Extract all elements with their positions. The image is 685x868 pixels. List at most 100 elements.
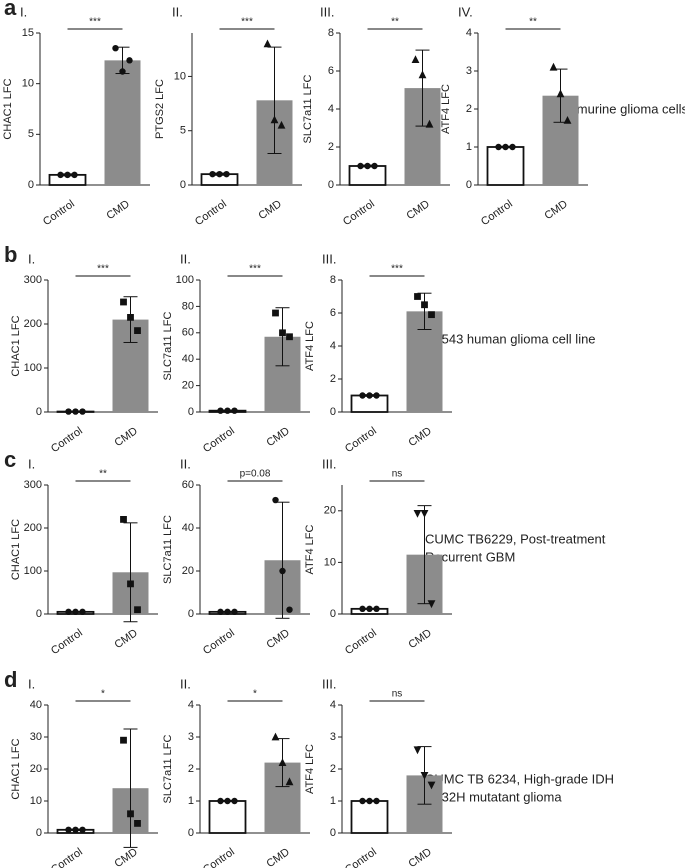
y-tick-label: 60 <box>182 327 194 339</box>
significance-label: ** <box>99 469 107 480</box>
data-point <box>72 608 79 616</box>
panel-label: III. <box>322 676 336 691</box>
data-point <box>224 407 231 414</box>
x-tick-label: CMD <box>406 846 433 868</box>
significance-label: * <box>253 689 257 700</box>
panel-label: I. <box>20 4 27 19</box>
x-tick-label: CMD <box>264 846 291 868</box>
x-tick-label: CMD <box>264 627 291 651</box>
y-tick-label: 8 <box>330 274 336 286</box>
data-point <box>224 608 231 616</box>
significance-label: *** <box>89 17 101 28</box>
data-point <box>420 509 429 518</box>
data-point <box>272 309 279 317</box>
data-point <box>217 797 224 805</box>
data-point <box>65 608 72 616</box>
significance-label: *** <box>97 264 109 275</box>
bar <box>486 146 525 186</box>
panel-letter: d <box>4 667 17 692</box>
y-tick-label: 0 <box>330 827 336 839</box>
data-point <box>286 606 293 613</box>
data-point <box>120 736 127 744</box>
y-tick-label: 200 <box>24 522 42 534</box>
panel-label: I. <box>28 456 35 471</box>
data-point <box>420 772 429 780</box>
y-tick-label: 0 <box>330 406 336 418</box>
data-point <box>217 608 224 616</box>
data-point <box>509 143 516 151</box>
x-tick-label: Control <box>201 846 237 868</box>
data-point <box>231 797 238 805</box>
y-tick-label: 0 <box>36 827 42 839</box>
x-tick-label: CMD <box>112 425 139 449</box>
y-tick-label: 15 <box>22 27 34 39</box>
data-point <box>120 516 127 523</box>
data-point <box>134 606 141 614</box>
y-tick-label: 4 <box>466 27 472 39</box>
y-tick-label: 1 <box>188 795 194 807</box>
data-point <box>359 797 366 805</box>
data-point <box>373 605 380 613</box>
y-tick-label: 80 <box>182 300 194 312</box>
y-tick-label: 20 <box>324 505 336 517</box>
data-point <box>277 120 286 129</box>
data-point <box>72 408 79 415</box>
y-tick-label: 4 <box>188 699 194 711</box>
data-point <box>549 62 558 71</box>
data-point <box>359 605 366 613</box>
data-point <box>413 746 422 755</box>
data-point <box>120 298 127 306</box>
data-point <box>411 55 420 63</box>
significance-label: *** <box>241 17 253 28</box>
bar <box>104 60 141 185</box>
data-point <box>366 605 373 613</box>
data-point <box>209 170 216 178</box>
data-point <box>556 89 565 98</box>
y-tick-label: 60 <box>182 479 194 491</box>
significance-label: ns <box>392 689 403 700</box>
data-point <box>231 407 238 414</box>
y-tick-label: 1 <box>330 795 336 807</box>
y-tick-label: 40 <box>182 353 194 365</box>
data-point <box>279 329 286 337</box>
y-axis-label: CHAC1 LFC <box>10 738 22 799</box>
y-tick-label: 5 <box>180 125 186 137</box>
panel-label: I. <box>28 676 35 691</box>
data-point <box>366 392 373 399</box>
y-axis-label: ATF4 LFC <box>304 321 316 371</box>
y-tick-label: 20 <box>182 565 194 577</box>
y-tick-label: 300 <box>24 274 42 286</box>
x-tick-label: Control <box>343 425 379 455</box>
data-point <box>126 57 133 64</box>
panel-label: III. <box>320 4 334 19</box>
y-tick-label: 0 <box>328 179 334 191</box>
data-point <box>285 777 294 786</box>
data-point <box>373 797 380 805</box>
y-axis-label: ATF4 LFC <box>304 744 316 794</box>
y-axis-label: SLC7a11 LFC <box>302 74 314 143</box>
y-axis-label: ATF4 LFC <box>304 524 316 574</box>
panel-caption: CUMC TB 6234, High-grade IDH <box>425 771 614 786</box>
x-tick-label: Control <box>41 198 77 228</box>
data-point <box>57 171 64 179</box>
data-point <box>502 143 509 151</box>
y-tick-label: 0 <box>36 406 42 418</box>
panel-caption: TS543 human glioma cell line <box>425 331 596 346</box>
bar <box>208 800 247 834</box>
panel-label: IV. <box>458 4 473 19</box>
y-tick-label: 10 <box>324 556 336 568</box>
data-point <box>271 732 280 741</box>
data-point <box>278 758 287 766</box>
y-axis-label: SLC7a11 LFC <box>162 311 174 380</box>
y-tick-label: 10 <box>30 795 42 807</box>
panel-letter: b <box>4 242 17 267</box>
y-tick-label: 6 <box>330 307 336 319</box>
data-point <box>413 509 422 518</box>
data-point <box>272 496 279 504</box>
y-tick-label: 10 <box>22 78 34 90</box>
y-tick-label: 0 <box>188 608 194 620</box>
data-point <box>119 68 126 75</box>
panel-label: II. <box>180 251 191 266</box>
panel-caption: CUMC TB6229, Post-treatment <box>425 531 606 546</box>
data-point <box>134 327 141 334</box>
